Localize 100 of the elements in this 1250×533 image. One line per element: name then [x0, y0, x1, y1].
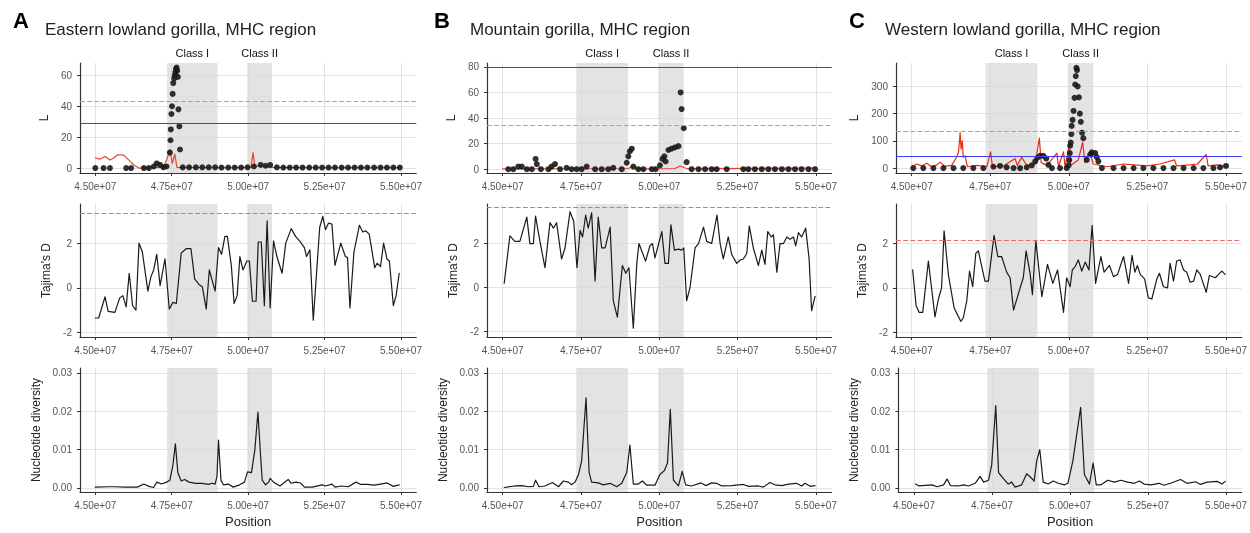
band-label: Class II: [1062, 46, 1099, 59]
x-tick-label: 5.50e+07: [795, 499, 838, 511]
x-tick-label: 4.75e+07: [560, 499, 603, 511]
y-tick-label: 0.00: [459, 482, 480, 494]
x-tick-label: 4.75e+07: [971, 499, 1014, 511]
x-tick-label: 5.50e+07: [380, 499, 423, 511]
x-tick-label: 5.25e+07: [1126, 344, 1169, 356]
y-tick-label: 0: [882, 282, 889, 294]
band-label: Class II: [652, 46, 690, 59]
x-tick-label: 5.50e+07: [1205, 344, 1248, 356]
x-tick-label: 5.50e+07: [380, 344, 423, 356]
y-tick-label: 0.02: [459, 405, 480, 417]
x-tick-label: 5.00e+07: [638, 344, 681, 356]
x-tick-label: 5.25e+07: [716, 180, 760, 192]
x-tick-label: 5.00e+07: [638, 499, 681, 511]
y-tick-label: 80: [467, 61, 480, 73]
y-tick-label: 0.01: [459, 444, 480, 456]
text: C: [849, 7, 865, 33]
y-tick-label: -2: [470, 326, 480, 337]
y-tick-label: 60: [467, 86, 480, 98]
x-tick-label: 5.00e+07: [227, 180, 270, 192]
x-tick-label: 5.25e+07: [303, 344, 346, 356]
band-label: Class I: [175, 46, 210, 59]
y-tick-label: 2: [66, 237, 73, 249]
x-tick-label: 5.25e+07: [303, 180, 346, 192]
line-series: [914, 404, 1226, 488]
x-tick-label: 4.50e+07: [74, 180, 117, 192]
chart-title: Eastern lowland gorilla, MHC region: [45, 20, 317, 39]
x-tick-label: 5.00e+07: [1049, 499, 1092, 511]
x-axis-title: Position: [636, 514, 683, 529]
x-tick-label: 5.50e+07: [380, 180, 423, 192]
x-tick-label: 4.75e+07: [560, 344, 603, 356]
y-tick-label: 100: [871, 135, 889, 147]
x-tick-label: 4.50e+07: [481, 499, 525, 511]
x-tick-label: 5.00e+07: [1047, 344, 1091, 356]
y-tick-label: 0: [66, 282, 73, 294]
y-axis-title: Nucleotide diversity: [435, 378, 450, 483]
y-tick-label: 0.01: [870, 444, 891, 456]
x-tick-label: 4.50e+07: [481, 344, 525, 356]
x-tick-label: 5.00e+07: [638, 180, 681, 192]
chart-title: Western lowland gorilla, MHC region: [885, 20, 1161, 39]
y-tick-label: 20: [467, 138, 480, 150]
x-tick-label: 5.00e+07: [1047, 180, 1091, 192]
band-label: Class I: [585, 46, 619, 59]
x-tick-label: 4.75e+07: [560, 180, 603, 192]
line-series: [503, 211, 816, 329]
x-tick-label: 4.50e+07: [74, 499, 117, 511]
line-series: [94, 215, 400, 321]
band-label: Class II: [241, 46, 278, 59]
y-tick-label: 0.03: [870, 367, 891, 379]
x-tick-label: 5.25e+07: [303, 499, 346, 511]
x-tick-label: 4.75e+07: [969, 180, 1012, 192]
x-tick-label: 4.75e+07: [150, 344, 194, 356]
x-tick-label: 5.25e+07: [1127, 499, 1170, 511]
line-series: [94, 411, 400, 489]
text: A: [13, 7, 29, 33]
band-label: Class I: [994, 46, 1029, 59]
x-tick-label: 5.50e+07: [795, 180, 838, 192]
x-tick-label: 4.50e+07: [892, 499, 936, 511]
y-tick-label: 40: [60, 100, 73, 112]
x-tick-label: 4.75e+07: [150, 180, 194, 192]
y-tick-label: 0.03: [52, 367, 73, 379]
y-tick-label: 0.02: [870, 405, 891, 417]
x-axis-title: Position: [1046, 514, 1094, 529]
y-axis-title: L: [847, 114, 862, 122]
y-tick-label: 20: [60, 131, 73, 143]
line-series: [912, 224, 1226, 322]
line-series: [503, 397, 816, 489]
x-tick-label: 4.50e+07: [890, 180, 934, 192]
y-axis-title: L: [36, 114, 51, 122]
y-tick-label: 0.01: [52, 444, 73, 456]
x-tick-label: 5.25e+07: [716, 344, 760, 356]
x-tick-label: 4.75e+07: [150, 499, 194, 511]
y-tick-label: -2: [63, 327, 73, 339]
y-axis-title: Tajima's D: [39, 242, 54, 298]
x-tick-label: 5.25e+07: [1126, 180, 1169, 192]
y-tick-label: 0: [473, 163, 480, 175]
y-tick-label: 0: [66, 162, 73, 174]
y-axis-title: Tajima's D: [446, 242, 461, 298]
y-tick-label: -2: [879, 327, 889, 339]
y-tick-label: 0: [882, 162, 889, 174]
x-tick-label: 5.25e+07: [716, 499, 760, 511]
y-tick-label: 0: [473, 282, 480, 294]
y-axis-title: L: [443, 114, 458, 122]
x-tick-label: 5.00e+07: [227, 344, 270, 356]
text: B: [434, 7, 450, 33]
x-tick-label: 4.50e+07: [481, 180, 525, 192]
x-tick-label: 5.00e+07: [227, 499, 270, 511]
y-tick-label: 60: [60, 69, 73, 81]
y-tick-label: 200: [871, 108, 889, 120]
y-axis-title: Nucleotide diversity: [847, 378, 861, 483]
x-tick-label: 4.50e+07: [74, 344, 117, 356]
x-tick-label: 4.75e+07: [969, 344, 1012, 356]
y-tick-label: 0.00: [52, 482, 73, 494]
x-tick-label: 4.50e+07: [890, 344, 934, 356]
y-axis-title: Nucleotide diversity: [28, 378, 43, 483]
y-tick-label: 40: [467, 112, 480, 124]
x-tick-label: 5.50e+07: [795, 344, 838, 356]
y-tick-label: 2: [882, 237, 889, 249]
y-tick-label: 0.00: [870, 482, 891, 494]
